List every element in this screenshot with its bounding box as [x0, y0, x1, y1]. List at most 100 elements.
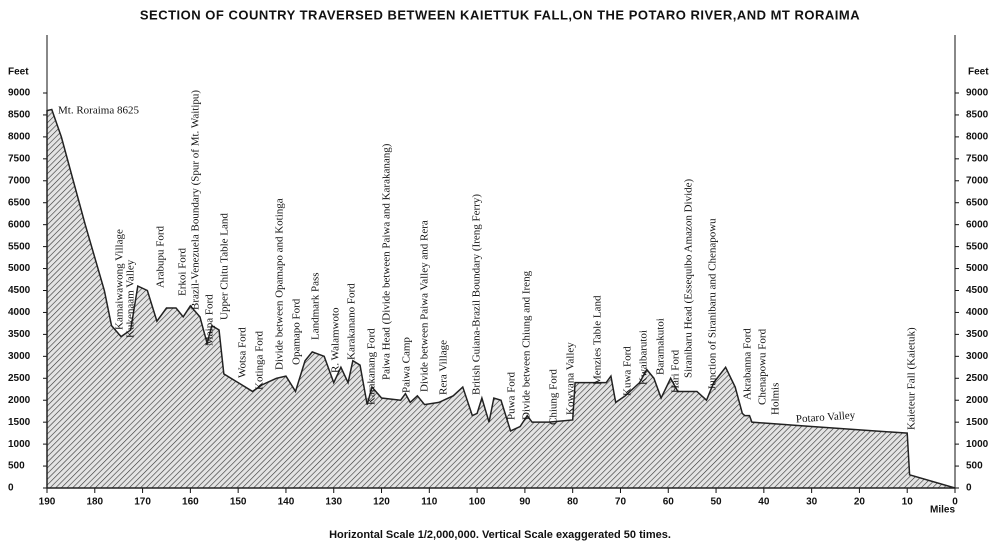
x-tick-label: 0: [952, 497, 958, 508]
place-label: Kukenaam Valley: [125, 259, 137, 338]
y2-tick-label: 2000: [966, 395, 989, 406]
x-tick-label: 180: [86, 497, 103, 508]
place-label: Kuwa Ford: [622, 346, 634, 396]
place-label: Divide between Paiwa Valley and Rera: [419, 220, 431, 392]
y-tick-label: 2500: [8, 373, 31, 384]
y-tick-label: 6500: [8, 197, 31, 208]
x-tick-label: 70: [615, 497, 627, 508]
y-tick-label: 500: [8, 461, 25, 472]
place-label: Kaieteur Fall (Kaietuk): [906, 327, 918, 430]
place-label: Karakanano Ford: [346, 283, 358, 360]
y2-tick-label: 7500: [966, 153, 989, 164]
y-tick-label: 5000: [8, 263, 31, 274]
y-tick-label: 7500: [8, 153, 31, 164]
y-tick-label: 5500: [8, 241, 31, 252]
y-tick-label: 8000: [8, 132, 31, 143]
y2-tick-label: 0: [966, 483, 972, 494]
place-label: Karakanang Ford: [366, 328, 378, 405]
place-label: Siranibaru Head (Essequibo Amazon Divide…: [683, 178, 695, 378]
y2-tick-label: 2500: [966, 373, 989, 384]
x-tick-label: 140: [278, 497, 295, 508]
place-label: Akrabanna Ford: [742, 328, 754, 400]
place-label: R. Walamwoto: [330, 307, 342, 373]
y2-tick-label: 9000: [966, 88, 989, 99]
place-label: Opamapo Ford: [291, 298, 303, 365]
place-label: Hari Ford: [670, 349, 682, 393]
y2-tick-label: 4500: [966, 285, 989, 296]
y-tick-label: 4500: [8, 285, 31, 296]
y-tick-label: 3000: [8, 351, 31, 362]
place-label: Kowyana Valley: [565, 342, 577, 415]
y-axis-label: Feet: [8, 67, 29, 78]
elevation-profile: [46, 108, 956, 489]
place-label: Mt. Roraima 8625: [58, 105, 139, 117]
place-label: Kwaibarutoi: [638, 330, 650, 385]
x-tick-label: 90: [519, 497, 531, 508]
place-label: Upper Chitu Table Land: [219, 213, 231, 320]
y2-tick-label: 8000: [966, 132, 989, 143]
place-label: Paiwa Camp: [401, 337, 413, 393]
y-tick-label: 6000: [8, 219, 31, 230]
place-label: Baramakutoi: [655, 318, 667, 375]
y2-tick-label: 1000: [966, 439, 989, 450]
y2-tick-label: 3500: [966, 329, 989, 340]
place-label: Kotinga Ford: [254, 331, 266, 390]
y2-tick-label: 1500: [966, 417, 989, 428]
x-tick-label: 80: [567, 497, 579, 508]
x-tick-label: 150: [230, 497, 247, 508]
y-tick-label: 1500: [8, 417, 31, 428]
x-tick-label: 170: [134, 497, 151, 508]
chart-subtitle: Horizontal Scale 1/2,000,000. Vertical S…: [329, 529, 671, 541]
y2-tick-label: 6500: [966, 197, 989, 208]
place-label: Junction of Siranibaru and Chenapowu: [707, 218, 719, 390]
x-tick-label: 160: [182, 497, 199, 508]
place-label: Rera Village: [438, 340, 450, 395]
y-tick-label: 4000: [8, 307, 31, 318]
y2-tick-label: 6000: [966, 219, 989, 230]
place-label: Paiwa Head (Divide between Paiwa and Kar…: [381, 143, 393, 380]
y2-axis-label: Feet: [968, 67, 989, 78]
x-tick-label: 40: [758, 497, 770, 508]
y2-tick-label: 4000: [966, 307, 989, 318]
x-tick-label: 60: [663, 497, 675, 508]
place-label: Arabupu Ford: [155, 225, 167, 288]
y2-tick-label: 7000: [966, 175, 989, 186]
x-tick-label: 190: [39, 497, 56, 508]
x-tick-label: 130: [325, 497, 342, 508]
y2-tick-label: 5500: [966, 241, 989, 252]
x-tick-label: 20: [854, 497, 866, 508]
chart-title: SECTION OF COUNTRY TRAVERSED BETWEEN KAI…: [140, 7, 860, 22]
place-label: Divide between Chiung and Ireng: [521, 270, 533, 420]
place-label: Landmark Pass: [310, 272, 322, 340]
y2-tick-label: 5000: [966, 263, 989, 274]
place-label: Divide between Opamapo and Kotinga: [274, 198, 286, 370]
place-label: Menzies Table Land: [592, 295, 604, 385]
x-axis-label: Miles: [930, 505, 955, 516]
y2-tick-label: 8500: [966, 110, 989, 121]
y-tick-label: 2000: [8, 395, 31, 406]
place-label: Potaro Valley: [796, 409, 857, 425]
place-label: Maipa Ford: [204, 294, 216, 346]
y-tick-label: 8500: [8, 110, 31, 121]
y2-tick-label: 500: [966, 461, 983, 472]
x-tick-label: 30: [806, 497, 818, 508]
y-tick-label: 1000: [8, 439, 31, 450]
place-label: Chiung Ford: [548, 369, 560, 425]
x-tick-label: 50: [710, 497, 722, 508]
x-tick-label: 110: [421, 497, 438, 508]
place-label: Wotsa Ford: [237, 327, 249, 378]
place-label: Chenapowu Ford: [757, 328, 769, 405]
x-tick-label: 100: [469, 497, 486, 508]
place-label: Brazil-Venezuela Boundary (Spur of Mt. W…: [190, 90, 202, 310]
x-tick-label: 10: [902, 497, 914, 508]
place-label: British Guiana-Brazil Boundary (Ireng Fe…: [471, 194, 483, 395]
x-tick-label: 120: [373, 497, 390, 508]
y2-tick-label: 3000: [966, 351, 989, 362]
place-label: Puwa Ford: [506, 372, 518, 420]
place-label: Erkoi Ford: [177, 248, 189, 296]
y-tick-label: 9000: [8, 88, 31, 99]
y-tick-label: 3500: [8, 329, 31, 340]
place-label: Holmis: [770, 383, 782, 415]
y-tick-label: 0: [8, 483, 14, 494]
